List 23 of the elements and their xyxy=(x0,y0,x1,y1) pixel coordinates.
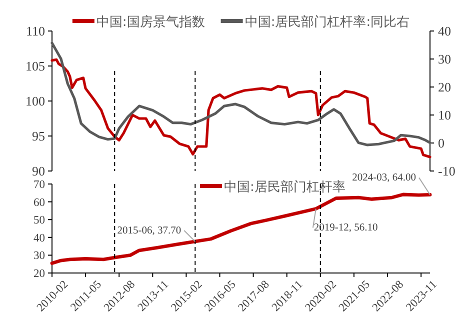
y2-tick-label: 10 xyxy=(438,108,451,123)
y-tick-label: 50 xyxy=(34,214,46,227)
y-tick-label: 95 xyxy=(32,128,45,144)
y-tick-label: 40 xyxy=(34,232,46,244)
legend-label: 中国:居民部门杠杆率 xyxy=(224,178,346,195)
y2-tick-label: 40 xyxy=(438,24,451,39)
y-tick-label: 100 xyxy=(26,94,45,109)
y-tick-label: 60 xyxy=(34,196,46,209)
annotation: 2019-12, 56.10 xyxy=(314,222,378,234)
y-tick-label: 105 xyxy=(26,58,45,74)
y2-tick-label: 20 xyxy=(438,80,451,95)
y-tick-label: 70 xyxy=(34,179,46,192)
legend-label: 中国:国房景气指数 xyxy=(96,14,205,30)
y-tick-label: 30 xyxy=(34,250,46,262)
annotation: 2024-03, 64.00 xyxy=(352,172,416,184)
y-tick-label: 90 xyxy=(32,164,45,179)
y2-tick-label: 0 xyxy=(438,136,444,151)
annotation: 2015-06, 37.70 xyxy=(117,225,182,236)
y-tick-label: 20 xyxy=(34,268,46,280)
y2-tick-label: 30 xyxy=(438,52,451,67)
y2-tick-label: -10 xyxy=(438,164,456,179)
y-tick-label: 110 xyxy=(26,24,45,39)
legend-label: 中国:居民部门杠杆率:同比右 xyxy=(244,14,410,30)
